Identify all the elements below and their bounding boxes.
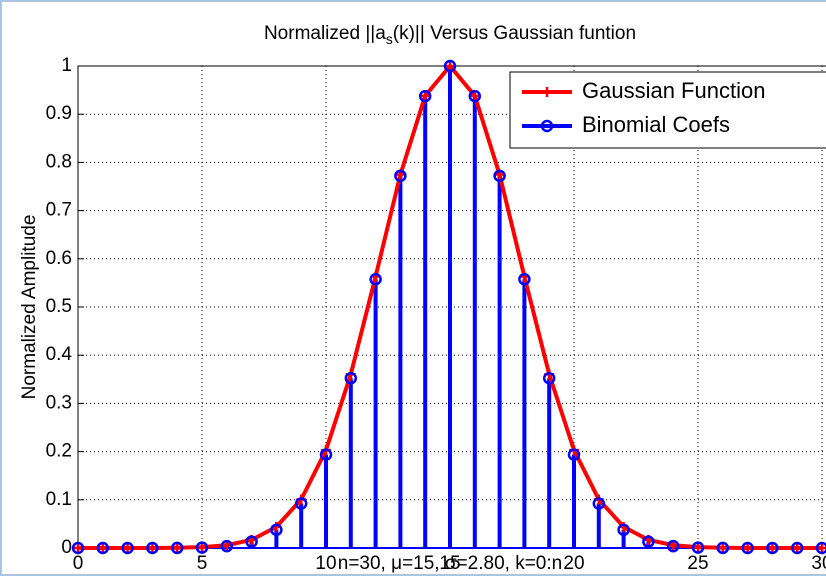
- stem-marker: [418, 89, 432, 103]
- stem-marker: [542, 371, 556, 385]
- x-axis-label: n=30, μ=15, σ=2.80, k=0:n: [338, 553, 562, 574]
- line-marker: [147, 543, 158, 553]
- line-marker: [197, 542, 207, 553]
- legend-marker: [542, 87, 552, 97]
- line-marker: [97, 543, 108, 553]
- stem-marker: [121, 541, 134, 555]
- line-marker: [792, 543, 803, 553]
- stem-marker: [691, 541, 705, 554]
- title-part: (k)|| Versus Gaussian funtion: [393, 23, 636, 44]
- title-subscript: s: [386, 31, 393, 47]
- stem-marker: [96, 541, 110, 555]
- line-marker: [742, 543, 753, 553]
- y-tick-label: 0.1: [46, 489, 72, 510]
- stem-marker: [220, 539, 234, 553]
- x-tick-label: 5: [197, 553, 208, 574]
- line-marker: [122, 543, 133, 553]
- y-tick-label: 0.9: [46, 103, 72, 124]
- stem-marker: [790, 541, 804, 555]
- y-tick-label: 0.7: [46, 200, 72, 221]
- stem-marker: [666, 539, 680, 553]
- stem-marker: [642, 535, 655, 548]
- stem-marker: [493, 169, 506, 183]
- stem-marker: [344, 371, 358, 385]
- stem-marker: [245, 535, 258, 548]
- legend-label: Binomial Coefs: [582, 112, 730, 137]
- stem-marker: [815, 541, 826, 555]
- stem-marker: [270, 523, 283, 537]
- x-tick-label: 10: [315, 553, 336, 574]
- stem-marker: [394, 169, 407, 183]
- line-marker: [420, 90, 431, 101]
- y-tick-label: 0.2: [46, 441, 72, 462]
- title-part: Normalized ||a: [264, 23, 386, 44]
- stem-marker: [71, 541, 85, 555]
- y-tick-label: 0.5: [46, 296, 72, 317]
- y-axis-label: Normalized Amplitude: [19, 215, 40, 400]
- line-marker: [172, 542, 183, 553]
- stem-marker: [319, 448, 333, 461]
- y-tick-label: 0.6: [46, 248, 72, 269]
- stem-marker: [146, 541, 159, 555]
- line-marker: [73, 543, 83, 553]
- x-tick-label: 30: [811, 553, 826, 574]
- stem-marker: [741, 541, 754, 555]
- stem-marker: [294, 497, 308, 510]
- stem-marker: [170, 541, 184, 555]
- stem-marker: [592, 497, 606, 510]
- stem-marker: [369, 272, 382, 286]
- legend-label: Gaussian Function: [582, 78, 765, 103]
- y-tick-label: 0.4: [46, 344, 73, 365]
- line-marker: [767, 543, 778, 553]
- y-tick-label: 0: [61, 537, 72, 558]
- x-tick-label: 20: [563, 553, 584, 574]
- line-marker: [445, 61, 455, 71]
- x-tick-label: 25: [687, 553, 708, 574]
- line-marker: [469, 90, 480, 101]
- y-tick-label: 0.3: [46, 392, 72, 413]
- stem-marker: [443, 59, 457, 73]
- stem-marker: [716, 541, 730, 555]
- stem-marker: [617, 523, 630, 537]
- y-tick-label: 0.8: [46, 151, 72, 172]
- stem-marker: [567, 448, 581, 461]
- x-tick-label: 15: [439, 553, 460, 574]
- line-marker: [717, 542, 728, 553]
- legend-marker: [540, 119, 554, 133]
- x-tick-label: 0: [73, 553, 84, 574]
- stem-marker: [766, 541, 779, 555]
- line-marker: [817, 543, 826, 553]
- legend-box: [509, 71, 826, 149]
- stem-marker: [195, 541, 209, 554]
- stem-marker: [518, 272, 531, 286]
- chart-title: Normalized ||as(k)|| Versus Gaussian fun…: [264, 23, 636, 47]
- y-tick-label: 1: [61, 55, 72, 76]
- stem-marker: [468, 89, 482, 103]
- line-marker: [693, 542, 703, 553]
